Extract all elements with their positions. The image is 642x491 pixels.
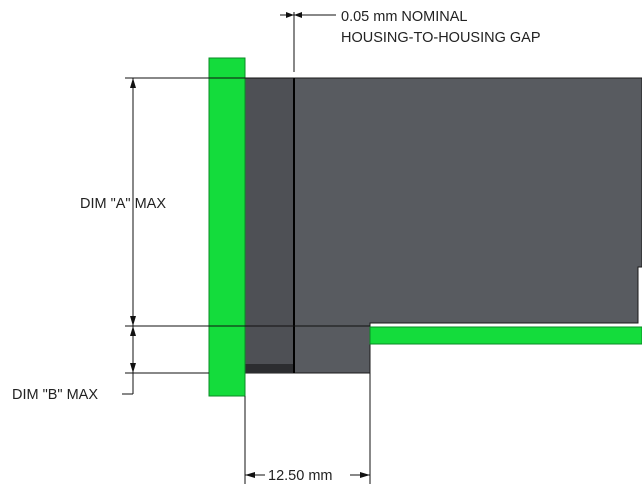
gap-dimension — [280, 12, 336, 18]
dim-b-dimension — [122, 326, 136, 395]
width-dimension-label: 12.50 mm — [268, 468, 332, 484]
gap-value-label: 0.05 mm NOMINAL — [341, 9, 468, 25]
gap-description-label: HOUSING-TO-HOUSING GAP — [341, 30, 541, 46]
front-housing — [244, 77, 295, 374]
front-housing-base-strip — [245, 364, 294, 373]
mating-housing-body — [293, 77, 642, 374]
dim-a-label: DIM "A" MAX — [80, 196, 166, 212]
extension-lines — [125, 12, 371, 484]
width-dimension — [245, 472, 370, 478]
vertical-pcb — [208, 57, 246, 397]
dim-a-dimension — [130, 78, 136, 326]
dim-b-label: DIM "B" MAX — [12, 387, 98, 403]
horizontal-pcb — [369, 326, 642, 345]
